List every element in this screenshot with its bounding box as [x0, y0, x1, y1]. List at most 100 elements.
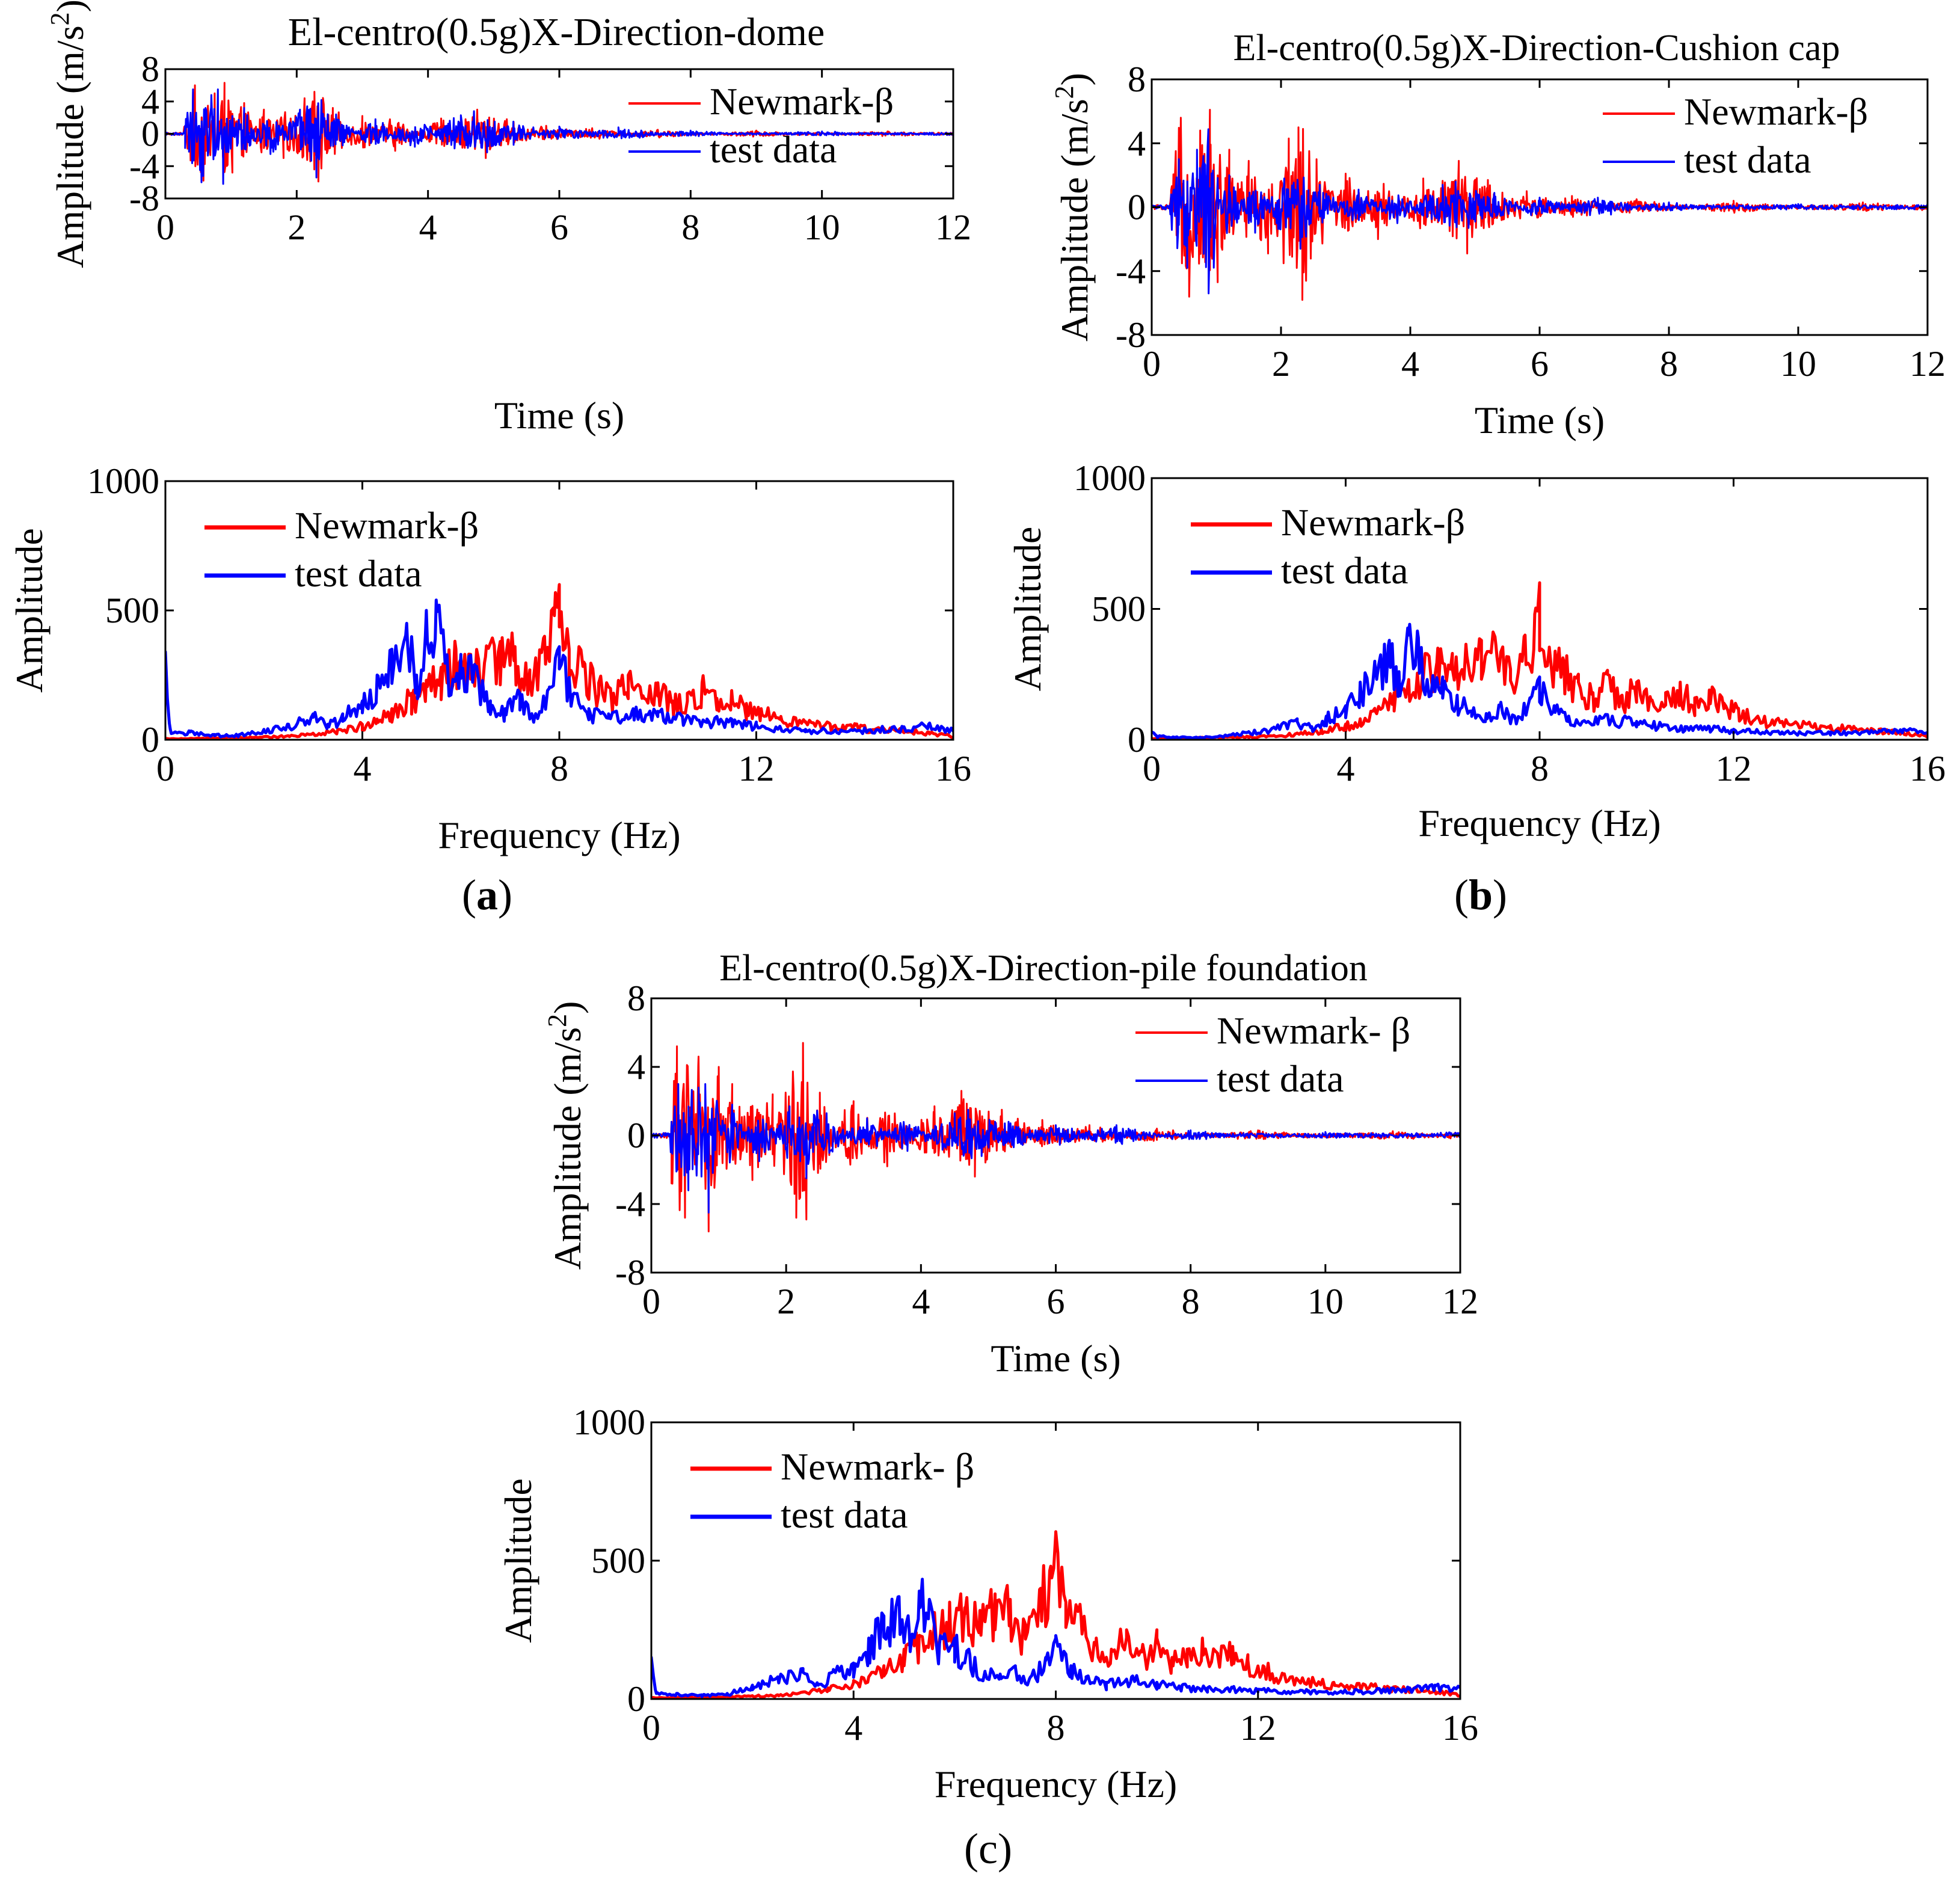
y-axis-label: Amplitude: [8, 528, 51, 693]
x-tick-label: 4: [419, 207, 437, 247]
x-tick-label: 16: [1909, 749, 1946, 788]
x-tick-label: 2: [287, 207, 306, 247]
x-tick-label: 12: [1442, 1282, 1478, 1321]
axes-frame: [650, 1421, 1461, 1700]
x-tick-label: 6: [550, 207, 568, 247]
y-tick-label: -4: [1116, 251, 1146, 291]
x-tick-label: 0: [156, 207, 174, 247]
x-tick-label: 4: [1337, 749, 1355, 788]
y-tick-label: 8: [1128, 60, 1146, 99]
chart-title: El-centro(0.5g)X-Direction-Cushion cap: [1233, 28, 1840, 69]
x-tick-label: 0: [1143, 344, 1161, 384]
x-tick-label: 8: [681, 207, 699, 247]
caption-b: (b): [1454, 871, 1507, 919]
plot-area: [651, 1042, 1460, 1233]
legend-label-test-data: test data: [1217, 1057, 1344, 1100]
y-tick-label: 0: [141, 114, 159, 154]
legend: Newmark- β test data: [1135, 1009, 1410, 1100]
y-axis-label: Amplitude: [1006, 527, 1049, 692]
x-tick-label: 0: [1143, 749, 1161, 788]
panel-c: El-centro(0.5g)X-Direction-pile foundati…: [497, 948, 1478, 1873]
caption-c-label: c: [978, 1825, 998, 1873]
y-tick-label: -8: [129, 179, 159, 218]
y-tick-label: 500: [105, 591, 159, 630]
legend-label-newmark: Newmark- β: [1217, 1009, 1410, 1052]
legend: Newmark-β test data: [204, 504, 479, 595]
series-line-test-data: [1152, 128, 1928, 295]
panel-b: El-centro(0.5g)X-Direction-Cushion cap 0…: [1006, 28, 1946, 919]
series-line-test-data: [651, 1577, 1460, 1698]
series-line-test-data: [1152, 622, 1928, 740]
y-axis-label-main: Amplitude (m/s: [49, 25, 91, 268]
series-line-test-data: [165, 88, 953, 185]
x-tick-label: 8: [1182, 1282, 1200, 1321]
x-axis-label: Time (s): [991, 1337, 1120, 1380]
chart-freq-b: 0 4 8 12 16 0 500 1000 Frequency (Hz) Amplitude Ne…: [1006, 458, 1946, 844]
x-axis-label: Frequency (Hz): [1418, 802, 1660, 844]
y-tick-label: -8: [1116, 315, 1146, 355]
legend-label-newmark: Newmark-β: [295, 504, 479, 547]
caption-a: (a): [462, 871, 512, 919]
y-tick-label: -4: [615, 1184, 645, 1224]
y-axis-label-main: Amplitude (m/s: [546, 1027, 589, 1270]
x-tick-label: 10: [804, 207, 840, 247]
x-tick-label: 0: [642, 1282, 660, 1321]
x-axis-label: Time (s): [1475, 399, 1605, 441]
y-axis-label-main: Amplitude (m/s: [1053, 99, 1096, 342]
x-tick-label: 4: [844, 1708, 862, 1748]
x-tick-label: 12: [1909, 344, 1946, 384]
x-tick-label: 6: [1047, 1282, 1065, 1321]
y-axis-label-sup: 2: [45, 12, 75, 25]
y-axis-label-end: ): [1053, 73, 1096, 85]
plot-area: [651, 1530, 1460, 1699]
series-line-test-data: [165, 598, 953, 739]
legend-label-newmark: Newmark-β: [1281, 501, 1465, 544]
legend-label-test-data: test data: [781, 1493, 908, 1536]
x-axis-label: Time (s): [494, 394, 624, 437]
plot-area: [1152, 581, 1928, 740]
x-tick-label: 12: [1716, 749, 1752, 788]
y-axis-label-sup: 2: [542, 1014, 572, 1027]
legend-label-test-data: test data: [1281, 549, 1408, 592]
y-tick-label: 0: [627, 1116, 645, 1155]
x-tick-label: 8: [1531, 749, 1549, 788]
x-tick-label: 10: [1307, 1282, 1344, 1321]
legend: Newmark-β test data: [628, 80, 894, 171]
x-tick-label: 2: [777, 1282, 795, 1321]
y-tick-label: 0: [627, 1679, 645, 1719]
y-tick-label: 4: [141, 82, 159, 121]
y-axis-label-sup: 2: [1049, 85, 1079, 99]
y-tick-label: 500: [591, 1541, 645, 1581]
plot-area: [1152, 109, 1928, 301]
x-tick-label: 0: [156, 749, 174, 788]
caption-b-label: b: [1469, 871, 1493, 919]
chart-title: El-centro(0.5g)X-Direction-pile foundati…: [719, 948, 1368, 989]
legend-label-test-data: test data: [1684, 138, 1811, 181]
x-tick-label: 12: [739, 749, 775, 788]
chart-title: El-centro(0.5g)X-Direction-dome: [288, 10, 825, 54]
x-tick-label: 16: [935, 749, 971, 788]
legend-label-newmark: Newmark- β: [781, 1445, 974, 1488]
y-tick-label: 1000: [1074, 458, 1146, 498]
x-tick-label: 4: [912, 1282, 930, 1321]
series-line-newmark: [1152, 581, 1928, 740]
series-line-test-data: [651, 1083, 1460, 1214]
caption-c: (c): [964, 1825, 1012, 1873]
y-axis-label: Amplitude (m/s2): [542, 1001, 589, 1270]
plot-area: [165, 583, 953, 740]
y-tick-label: 0: [1128, 188, 1146, 227]
panel-a: El-centro(0.5g)X-Direction-dome 0 2 4 6 8 10 1…: [8, 0, 971, 919]
y-tick-label: 500: [1092, 589, 1146, 629]
y-tick-label: 8: [627, 978, 645, 1018]
y-tick-label: 4: [1128, 123, 1146, 163]
y-axis-label: Amplitude (m/s2): [45, 0, 91, 268]
y-axis-label: Amplitude (m/s2): [1049, 73, 1096, 342]
y-tick-label: -8: [615, 1253, 645, 1292]
chart-freq-c: 0 4 8 12 16 0 500 1000 Frequency (Hz) Amplitude Ne…: [497, 1402, 1478, 1805]
x-axis-label: Frequency (Hz): [438, 814, 680, 856]
y-tick-label: 0: [141, 720, 159, 760]
